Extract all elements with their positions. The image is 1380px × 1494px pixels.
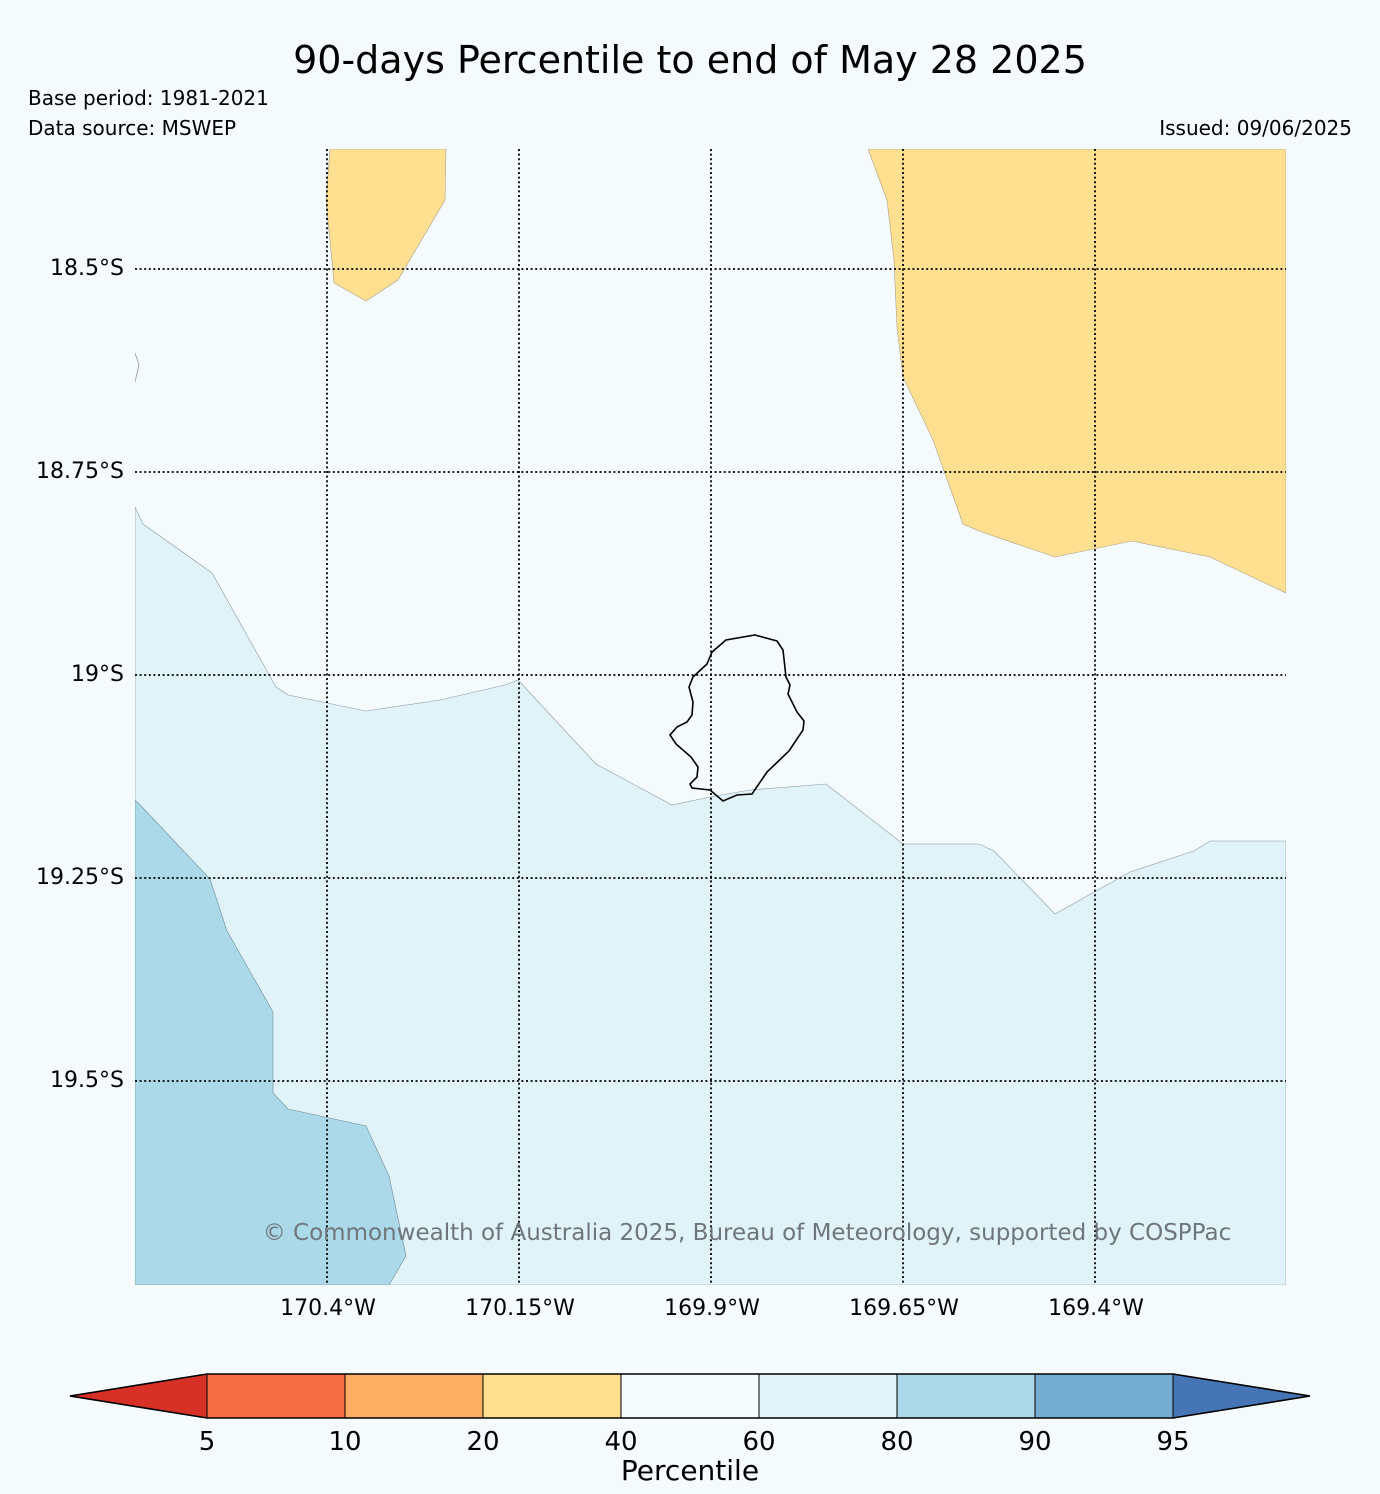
lon-label: 169.65°W <box>849 1296 959 1321</box>
lat-label: 18.5°S <box>50 256 124 281</box>
lat-label: 18.75°S <box>36 459 124 484</box>
colorbar-tick-label: 10 <box>328 1427 361 1457</box>
base-period-note: Base period: 1981-2021 <box>28 86 269 110</box>
lon-label: 170.15°W <box>465 1296 575 1321</box>
coastline-fragment <box>135 352 140 383</box>
colorbar-segment <box>1173 1374 1310 1418</box>
region-percentile-20-40-northeast <box>867 149 1286 594</box>
lon-label: 169.9°W <box>664 1296 760 1321</box>
lon-label: 170.4°W <box>280 1296 376 1321</box>
map-title: 90-days Percentile to end of May 28 2025 <box>293 38 1087 82</box>
lat-label: 19°S <box>71 662 124 687</box>
colorbar-tick-label: 60 <box>742 1427 775 1457</box>
longitude-labels: 170.4°W 170.15°W 169.9°W 169.65°W 169.4°… <box>280 1296 1144 1321</box>
colorbar-segment <box>207 1374 345 1418</box>
map-frame: © Commonwealth of Australia 2025, Bureau… <box>135 149 1286 1285</box>
colorbar-segment <box>759 1374 897 1418</box>
colorbar-segment <box>345 1374 483 1418</box>
graticule <box>135 149 1286 1285</box>
issued-date: Issued: 09/06/2025 <box>1159 116 1352 140</box>
colorbar-segment <box>897 1374 1035 1418</box>
data-source-note: Data source: MSWEP <box>28 116 237 140</box>
lon-label: 169.4°W <box>1048 1296 1144 1321</box>
colorbar-segment <box>70 1374 207 1418</box>
colorbar-tick-label: 5 <box>199 1427 216 1457</box>
lat-label: 19.25°S <box>36 865 124 890</box>
copyright-credit: © Commonwealth of Australia 2025, Bureau… <box>263 1220 1232 1246</box>
colorbar-segment <box>1035 1374 1173 1418</box>
colorbar-tick-label: 40 <box>604 1427 637 1457</box>
colorbar-tick-label: 20 <box>466 1427 499 1457</box>
region-percentile-80-90 <box>135 799 407 1285</box>
colorbar-dividers <box>206 1374 1174 1418</box>
lat-label: 19.5°S <box>50 1068 124 1093</box>
colorbar-title: Percentile <box>621 1454 759 1487</box>
niue-island-outline <box>668 634 805 802</box>
colorbar-legend: 5 10 20 40 60 80 90 95 Percentile <box>69 1373 1311 1487</box>
colorbar-segment <box>621 1374 759 1418</box>
colorbar-tick-label: 95 <box>1156 1427 1189 1457</box>
colorbar-tick-label: 80 <box>880 1427 913 1457</box>
colorbar-segment <box>483 1374 621 1418</box>
latitude-labels: 18.5°S 18.75°S 19°S 19.25°S 19.5°S <box>36 256 124 1093</box>
colorbar-tick-label: 90 <box>1018 1427 1051 1457</box>
